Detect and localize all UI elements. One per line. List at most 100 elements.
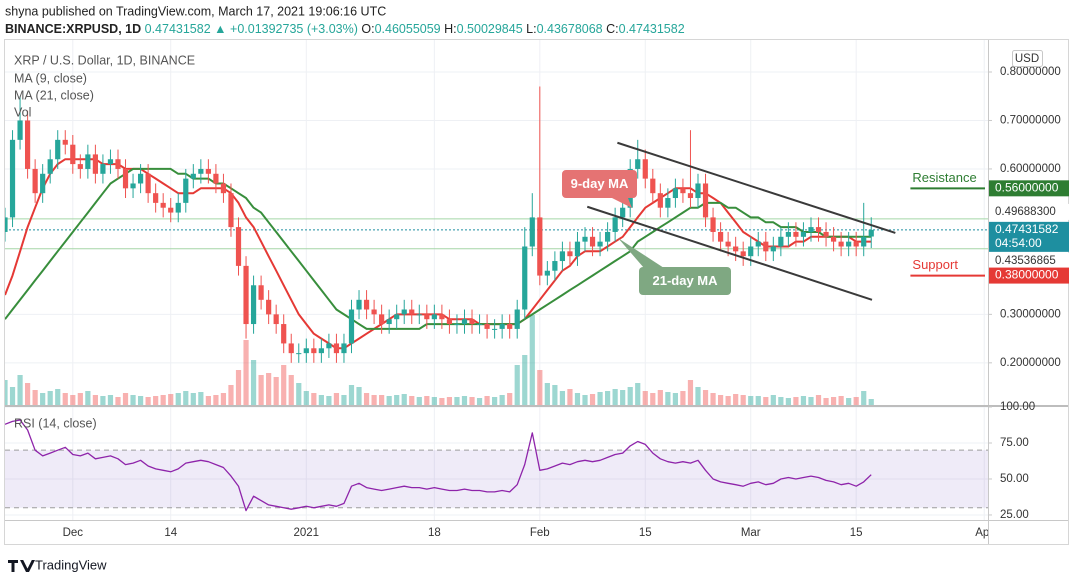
price-pane	[5, 86, 988, 405]
candle-body	[522, 246, 528, 310]
volume-bar	[190, 393, 196, 405]
candle-body	[650, 178, 656, 194]
candle-body	[763, 241, 769, 252]
ohlc-value: 0.46055059	[375, 22, 441, 36]
volume-bar	[861, 391, 867, 405]
volume-bar	[650, 393, 656, 405]
volume-bar	[379, 395, 385, 405]
volume-bar	[107, 395, 114, 405]
candle-body	[552, 261, 558, 271]
volume-bar	[341, 395, 347, 405]
y-tick-label: 0.60000000	[1000, 163, 1061, 175]
candle-body	[40, 173, 46, 194]
candle-body	[145, 173, 151, 194]
candle-body	[635, 159, 641, 169]
ma-line	[5, 167, 872, 330]
volume-bar	[24, 383, 31, 405]
candle-body	[424, 314, 430, 320]
candle-body	[853, 241, 859, 247]
rsi-legend: RSI (14, close)	[14, 416, 97, 430]
ohlc-label: L:	[526, 22, 536, 36]
volume-bar	[522, 355, 528, 405]
candle-body	[514, 309, 520, 329]
volume-bar	[785, 398, 791, 405]
x-tick-label: 2021	[294, 527, 320, 539]
candle-body	[665, 198, 671, 208]
volume-bar	[559, 391, 566, 405]
legend-title: XRP / U.S. Dollar, 1D, BINANCE	[14, 53, 195, 67]
candle-body	[394, 314, 400, 320]
candle-body	[386, 319, 392, 325]
grid	[5, 40, 988, 520]
time-axis: Dec 14 2021 18 Feb 15 Mar 15 Apr	[63, 527, 990, 539]
annotation: 21-day MA	[618, 238, 731, 295]
volume-bar	[552, 385, 558, 405]
candle-body	[220, 183, 227, 194]
candle-body	[778, 236, 784, 247]
level-label: Resistance	[912, 170, 976, 185]
candle-body	[70, 144, 76, 165]
volume-bar	[748, 396, 754, 405]
volume-bar	[273, 377, 279, 405]
volume-bar	[657, 390, 663, 405]
candle-body	[597, 241, 603, 247]
volume-bar	[333, 393, 340, 405]
candle-body	[348, 309, 355, 344]
volume-bar	[228, 385, 234, 405]
candle-body	[130, 183, 136, 189]
candle-body	[559, 251, 566, 262]
candle-body	[642, 159, 648, 179]
annotation-text: 9-day MA	[571, 176, 629, 191]
rsi-line	[5, 419, 872, 512]
volume-bar	[537, 370, 543, 405]
candle-body	[288, 343, 294, 354]
volume-bar	[318, 395, 324, 405]
annotation-text: 21-day MA	[652, 273, 718, 288]
volume-bar	[476, 398, 483, 405]
candle-body	[235, 227, 242, 266]
price-tag-label: 0.43536865	[995, 255, 1056, 267]
volume-bar	[672, 393, 678, 405]
candle-body	[868, 229, 874, 237]
candle-body	[190, 173, 196, 179]
x-tick-label: 15	[639, 527, 652, 539]
volume-bar	[122, 393, 129, 405]
volume-bar	[725, 396, 731, 405]
candle-body	[672, 188, 678, 199]
volume-bar	[597, 392, 603, 405]
candle-body	[250, 285, 257, 325]
candle-body	[785, 231, 791, 237]
volume-bar	[446, 397, 453, 405]
level-label: Support	[912, 257, 958, 272]
candle-body	[371, 309, 377, 315]
volume-bar	[808, 397, 814, 405]
level-tag	[989, 180, 1069, 197]
x-tick-label: 14	[164, 527, 177, 539]
symbol-line: BINANCE:XRPUSD, 1D 0.47431582 ▲ +0.01392…	[5, 22, 685, 36]
level-tag-label: 0.56000000	[995, 180, 1059, 194]
volume-bar	[243, 340, 249, 405]
volume-bar	[281, 365, 287, 405]
price-tag-time: 04:54:00	[995, 236, 1042, 250]
legend-entry: MA (9, close)	[14, 71, 87, 85]
candle-body	[808, 227, 814, 232]
candle-body	[815, 227, 822, 232]
volume-bar	[115, 397, 121, 405]
annotation: 9-day MA	[562, 170, 637, 208]
level-tag-label: 0.38000000	[995, 268, 1059, 282]
rsi-band	[5, 450, 988, 508]
candle-body	[401, 309, 407, 315]
volume-bar	[137, 396, 144, 405]
last-price: 0.47431582	[145, 22, 211, 36]
volume-bar	[492, 397, 498, 405]
price-tag	[989, 221, 1069, 252]
candle-body	[281, 324, 287, 344]
volume-bar	[499, 395, 505, 405]
y-tick-label: 25.00	[1000, 509, 1029, 521]
callout-tail	[612, 198, 632, 208]
volume-bar	[589, 394, 596, 405]
volume-bar	[326, 396, 332, 405]
candle-body	[717, 231, 724, 242]
volume-bar	[755, 396, 761, 405]
volume-bar	[702, 390, 709, 405]
